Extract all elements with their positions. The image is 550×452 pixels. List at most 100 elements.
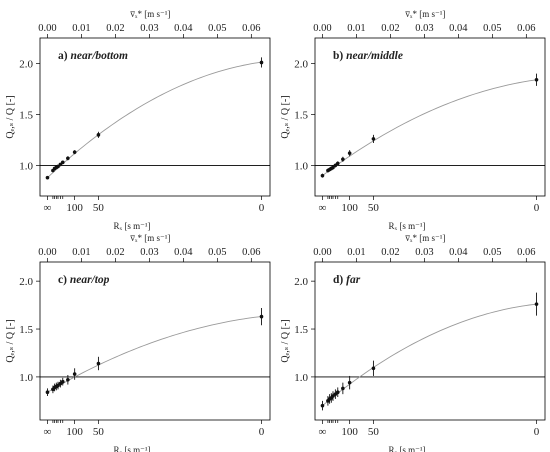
bottom-tick-label: 50: [93, 202, 105, 214]
fit-curve: [47, 316, 262, 393]
top-tick-label: 0.01: [72, 247, 90, 258]
top-tick-label: 0.02: [381, 247, 399, 258]
panel-label: a): [58, 50, 70, 62]
plot-frame: [314, 37, 546, 197]
top-tick-label: 0.03: [415, 247, 433, 258]
top-tick-label: 0.01: [347, 247, 365, 258]
top-tick-label: 0.04: [449, 23, 468, 34]
top-axis-label: v̅ₓ* [m s⁻¹]: [405, 233, 446, 243]
panel-near-bottom: 0.00 0.01 0.02 0.03 0.04 0.05 0.06 v̅ₓ* [m s⁻¹]…: [5, 9, 271, 231]
data-point: [371, 137, 376, 141]
data-point: [56, 164, 60, 169]
bottom-tick-label: 50: [368, 202, 380, 214]
bottom-tick-label: ∞: [44, 426, 52, 438]
data-point: [320, 403, 325, 408]
top-tick-label: 0.05: [208, 247, 226, 258]
y-tick-label: 2.0: [294, 276, 308, 288]
data-point: [534, 302, 539, 306]
y-tick-label: 2.0: [294, 58, 308, 70]
data-point: [66, 156, 70, 161]
top-tick-label: 0.06: [517, 247, 535, 258]
panel-name: near/bottom: [70, 50, 128, 62]
fit-curve: [322, 79, 537, 176]
panel-title: c) near/top: [58, 274, 110, 286]
bottom-axis-label: Rₓ [s m⁻¹]: [113, 221, 150, 231]
bottom-tick-label: ∞: [319, 426, 327, 438]
data-point: [333, 163, 338, 168]
data-point: [534, 77, 539, 82]
y-tick-label: 1.0: [294, 372, 308, 384]
panel-title: b) near/middle: [333, 50, 403, 62]
top-tick-label: 0.06: [242, 23, 260, 34]
y-axis-label: Qₑ,ₛ / Q [-]: [280, 95, 291, 138]
top-tick-label: 0.03: [140, 247, 158, 258]
panel-label: b): [333, 50, 346, 62]
bottom-tick-label: 0: [259, 426, 265, 438]
data-point: [72, 150, 77, 154]
y-tick-label: 2.0: [19, 276, 33, 288]
data-point: [259, 314, 264, 319]
data-point: [320, 173, 325, 178]
bottom-tick-label: 100: [66, 426, 83, 438]
data-point: [347, 380, 352, 385]
fit-curve: [47, 61, 262, 178]
top-tick-label: 0.05: [483, 23, 501, 34]
panel-title: d) far: [333, 274, 361, 286]
data-point: [45, 390, 50, 395]
plot-frame: [39, 37, 271, 197]
top-axis-label: v̅ₓ* [m s⁻¹]: [130, 9, 171, 19]
data-point: [60, 379, 65, 384]
panel-name: near/top: [70, 274, 110, 286]
top-tick-label: 0.00: [38, 23, 56, 34]
top-tick-label: 0.03: [140, 23, 158, 34]
panel-label: d): [333, 274, 346, 286]
top-tick-label: 0.04: [174, 23, 193, 34]
y-tick-label: 1.5: [294, 324, 308, 336]
fit-curve: [322, 303, 537, 406]
bottom-tick-label: 100: [341, 426, 358, 438]
panel-name: near/middle: [346, 50, 403, 62]
y-axis-label: Qₑ,ₛ / Q [-]: [5, 319, 16, 362]
data-point: [371, 366, 376, 371]
data-point: [347, 151, 352, 155]
data-point: [58, 162, 63, 167]
top-tick-label: 0.00: [38, 247, 56, 258]
y-tick-label: 1.0: [294, 160, 308, 172]
panel-title: a) near/bottom: [58, 50, 128, 62]
top-tick-label: 0.04: [174, 247, 193, 258]
top-tick-label: 0.02: [106, 23, 124, 34]
y-tick-label: 1.0: [19, 372, 33, 384]
data-point: [259, 60, 264, 65]
plot-frame: [314, 261, 546, 421]
top-tick-label: 0.02: [106, 247, 124, 258]
bottom-tick-label: 0: [534, 202, 540, 214]
data-point: [335, 390, 340, 395]
bottom-tick-label: 100: [341, 202, 358, 214]
top-tick-label: 0.00: [313, 23, 331, 34]
data-point: [66, 377, 70, 382]
data-point: [96, 133, 101, 137]
data-point: [341, 157, 345, 162]
bottom-tick-label: ∞: [44, 202, 52, 214]
y-tick-label: 1.5: [294, 109, 308, 121]
y-tick-label: 1.5: [19, 109, 33, 121]
bottom-tick-label: 0: [259, 202, 265, 214]
plot-frame: [39, 261, 271, 421]
y-axis-label: Qₑ,ₛ / Q [-]: [280, 319, 291, 362]
panel-far: 0.00 0.01 0.02 0.03 0.04 0.05 0.06 v̅ₓ* [m s⁻¹]…: [280, 233, 546, 452]
data-point: [72, 372, 77, 376]
bottom-tick-label: 50: [368, 426, 380, 438]
data-point: [331, 165, 335, 170]
bottom-axis-label: Rₓ [s m⁻¹]: [388, 221, 425, 231]
data-point: [45, 175, 50, 180]
panel-near-top: 0.00 0.01 0.02 0.03 0.04 0.05 0.06 v̅ₓ* [m s⁻¹]…: [5, 233, 271, 452]
panel-name: far: [346, 274, 361, 286]
top-tick-label: 0.00: [313, 247, 331, 258]
bottom-axis-label: Rₓ [s m⁻¹]: [388, 445, 425, 452]
top-tick-label: 0.02: [381, 23, 399, 34]
y-tick-label: 1.5: [19, 324, 33, 336]
top-axis-label: v̅ₓ* [m s⁻¹]: [405, 9, 446, 19]
data-point: [60, 160, 65, 165]
top-tick-label: 0.06: [517, 23, 535, 34]
